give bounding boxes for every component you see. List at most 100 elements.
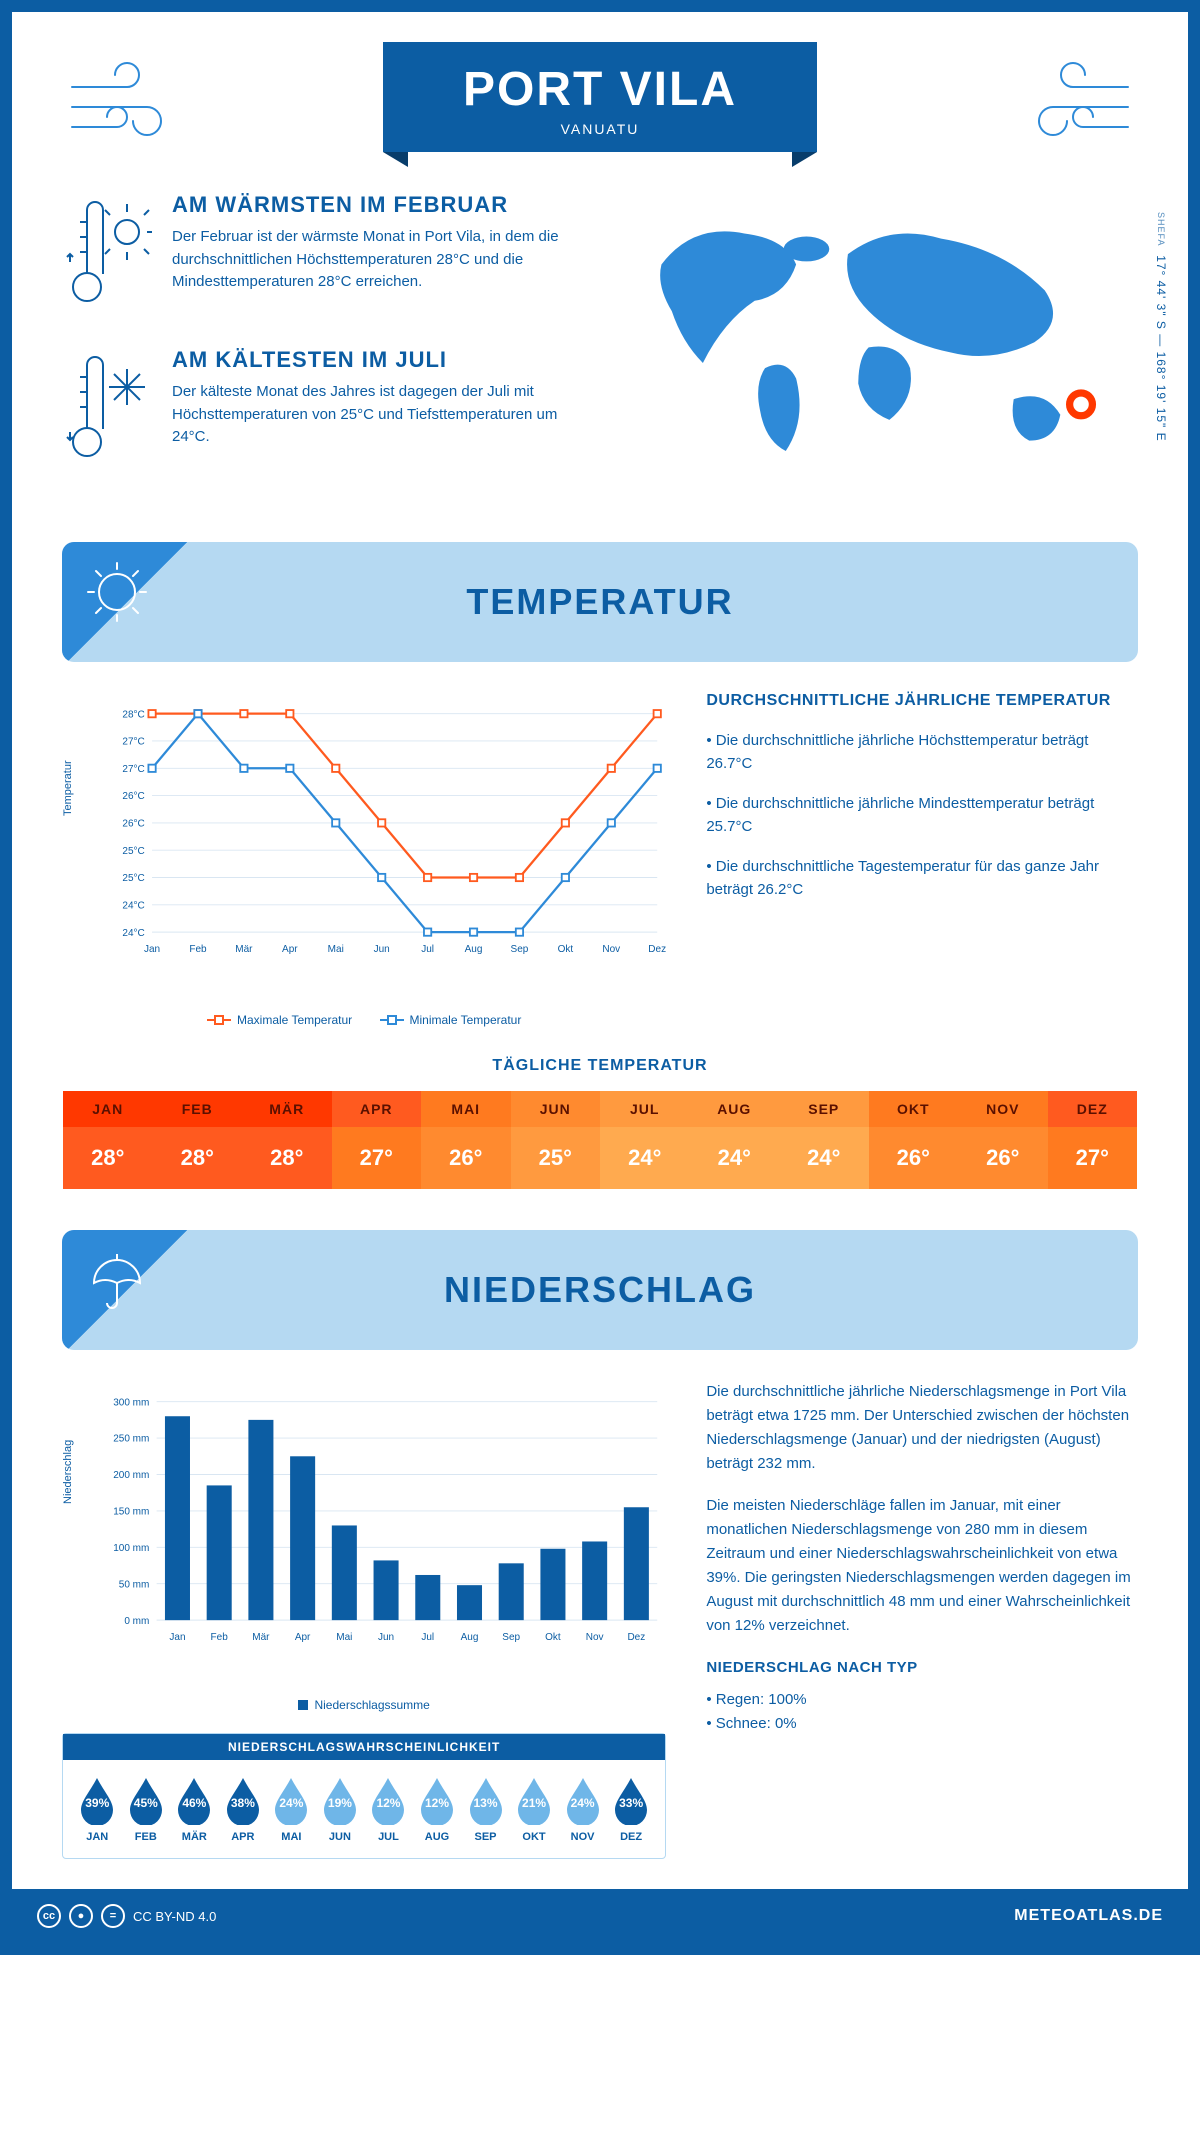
daily-col: JAN 28° [63,1091,153,1189]
svg-text:150 mm: 150 mm [113,1507,149,1518]
svg-text:24°C: 24°C [122,900,144,911]
city-title: PORT VILA [463,62,737,117]
svg-text:50 mm: 50 mm [119,1579,150,1590]
info-item: • Die durchschnittliche Tagestemperatur … [706,856,1138,901]
fact-title: AM WÄRMSTEN IM FEBRUAR [172,192,580,218]
svg-text:200 mm: 200 mm [113,1470,149,1481]
prob-item: 12% JUL [364,1775,413,1843]
fact-title: AM KÄLTESTEN IM JULI [172,347,580,373]
svg-text:24°C: 24°C [122,928,144,939]
svg-text:Feb: Feb [211,1632,229,1643]
prob-item: 24% NOV [558,1775,607,1843]
precip-type-title: NIEDERSCHLAG NACH TYP [706,1656,1138,1680]
info-title: DURCHSCHNITTLICHE JÄHRLICHE TEMPERATUR [706,692,1138,710]
daily-col: APR 27° [332,1091,422,1189]
line-chart-svg: 24°C24°C25°C25°C26°C26°C27°C27°C28°CJanF… [102,692,666,972]
svg-text:Apr: Apr [282,944,298,955]
section-title: TEMPERATUR [466,581,733,623]
temperature-chart: Temperatur 24°C24°C25°C25°C26°C26°C27°C2… [62,692,666,1027]
daily-temp-title: TÄGLICHE TEMPERATUR [62,1057,1138,1075]
svg-text:300 mm: 300 mm [113,1397,149,1408]
svg-text:0 mm: 0 mm [124,1616,149,1627]
temperature-info: DURCHSCHNITTLICHE JÄHRLICHE TEMPERATUR •… [706,692,1138,1027]
by-icon: ● [69,1904,93,1928]
thermometer-snow-icon [62,347,152,472]
prob-title: NIEDERSCHLAGSWAHRSCHEINLICHKEIT [63,1734,665,1760]
prob-item: 24% MAI [267,1775,316,1843]
svg-text:Jan: Jan [169,1632,185,1643]
precipitation-info: Die durchschnittliche jährliche Niedersc… [706,1380,1138,1859]
svg-text:Jun: Jun [374,944,390,955]
license-text: CC BY-ND 4.0 [133,1909,216,1924]
facts-row: AM WÄRMSTEN IM FEBRUAR Der Februar ist d… [62,192,1138,502]
svg-text:Sep: Sep [502,1632,520,1643]
svg-text:Nov: Nov [586,1632,604,1643]
title-banner: PORT VILA VANUATU [383,42,817,152]
header: PORT VILA VANUATU [62,42,1138,152]
raindrop-icon: 13% [466,1775,506,1825]
raindrop-icon: 19% [320,1775,360,1825]
cc-icon: cc [37,1904,61,1928]
raindrop-icon: 33% [611,1775,651,1825]
prob-item: 19% JUN [316,1775,365,1843]
daily-col: SEP 24° [779,1091,869,1189]
daily-col: MÄR 28° [242,1091,332,1189]
precipitation-chart: Niederschlag 0 mm 50 mm 100 mm 150 mm 200 mm… [62,1380,666,1690]
precip-type-item: • Schnee: 0% [706,1712,1138,1736]
svg-text:Mai: Mai [336,1632,352,1643]
prob-item: 46% MÄR [170,1775,219,1843]
svg-text:Aug: Aug [461,1632,479,1643]
daily-col: AUG 24° [690,1091,780,1189]
prob-item: 21% OKT [510,1775,559,1843]
svg-text:25°C: 25°C [122,873,144,884]
daily-temp-table: JAN 28°FEB 28°MÄR 28°APR 27°MAI 26°JUN 2… [62,1090,1138,1190]
precip-type-item: • Regen: 100% [706,1688,1138,1712]
coordinates: SHEFA 17° 44' 3" S — 168° 19' 15" E [1154,212,1168,442]
y-axis-label: Niederschlag [62,1440,74,1504]
prob-item: 45% FEB [122,1775,171,1843]
country-subtitle: VANUATU [463,121,737,137]
svg-text:Sep: Sep [511,944,529,955]
wind-icon [1018,52,1138,152]
info-item: • Die durchschnittliche jährliche Höchst… [706,730,1138,775]
daily-col: DEZ 27° [1048,1091,1138,1189]
raindrop-icon: 12% [368,1775,408,1825]
thermometer-sun-icon [62,192,152,317]
raindrop-icon: 38% [223,1775,263,1825]
svg-text:26°C: 26°C [122,819,144,830]
daily-col: FEB 28° [153,1091,243,1189]
svg-text:25°C: 25°C [122,846,144,857]
svg-text:Okt: Okt [545,1632,561,1643]
daily-col: OKT 26° [869,1091,959,1189]
raindrop-icon: 24% [271,1775,311,1825]
svg-text:250 mm: 250 mm [113,1434,149,1445]
page: PORT VILA VANUATU AM WÄRMSTEN IM FEBRUAR… [0,0,1200,1955]
wind-icon [62,52,182,152]
nd-icon: = [101,1904,125,1928]
bar-chart-svg: 0 mm 50 mm 100 mm 150 mm 200 mm 250 mm 300 mm J… [102,1380,666,1660]
svg-text:Aug: Aug [465,944,483,955]
info-item: • Die durchschnittliche jährliche Mindes… [706,793,1138,838]
svg-text:Mär: Mär [235,944,253,955]
prob-item: 12% AUG [413,1775,462,1843]
svg-text:Jul: Jul [421,944,434,955]
raindrop-icon: 12% [417,1775,457,1825]
svg-text:100 mm: 100 mm [113,1543,149,1554]
fact-text: Der kälteste Monat des Jahres ist dagege… [172,381,580,449]
section-head-precipitation: NIEDERSCHLAG [62,1230,1138,1350]
svg-text:Nov: Nov [602,944,620,955]
svg-text:27°C: 27°C [122,764,144,775]
daily-col: MAI 26° [421,1091,511,1189]
svg-text:Dez: Dez [627,1632,645,1643]
prob-item: 33% DEZ [607,1775,656,1843]
fact-warmest: AM WÄRMSTEN IM FEBRUAR Der Februar ist d… [62,192,580,317]
raindrop-icon: 39% [77,1775,117,1825]
raindrop-icon: 46% [174,1775,214,1825]
svg-text:Mai: Mai [328,944,344,955]
raindrop-icon: 24% [563,1775,603,1825]
daily-col: JUL 24° [600,1091,690,1189]
svg-text:Jul: Jul [421,1632,434,1643]
prob-item: 13% SEP [461,1775,510,1843]
daily-col: NOV 26° [958,1091,1048,1189]
chart-legend: Niederschlagssumme [62,1698,666,1713]
